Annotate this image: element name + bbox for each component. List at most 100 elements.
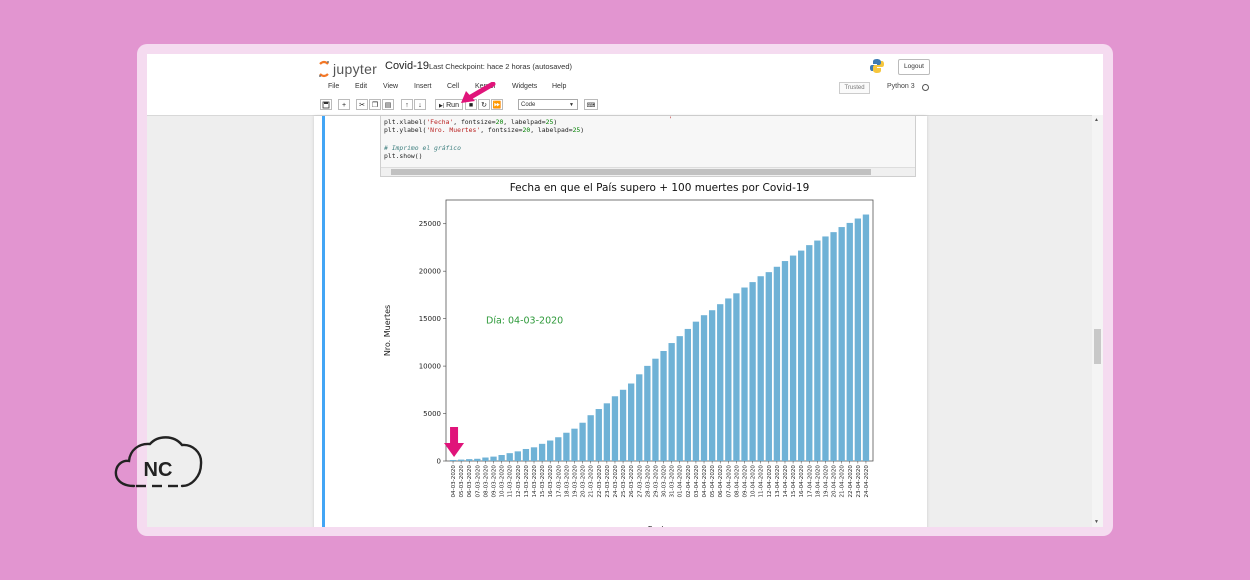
bar bbox=[700, 315, 708, 461]
bar bbox=[506, 453, 513, 461]
bar bbox=[579, 422, 586, 461]
bar bbox=[652, 358, 659, 461]
bar bbox=[789, 255, 797, 461]
bar bbox=[628, 383, 635, 461]
save-button[interactable] bbox=[320, 99, 332, 110]
move-up-button[interactable]: ↑ bbox=[401, 99, 413, 110]
x-tick-label: 12-03-2020 bbox=[516, 465, 522, 498]
x-tick-label: 23-04-2020 bbox=[856, 465, 862, 498]
y-tick-label: 0 bbox=[437, 458, 441, 466]
code-line-ylabel: plt.ylabel('Nro. Muertes', fontsize=20, … bbox=[384, 126, 585, 134]
x-tick-label: 24-04-2020 bbox=[864, 465, 870, 498]
save-icon bbox=[322, 101, 330, 109]
menu-file[interactable]: File bbox=[328, 83, 340, 90]
bar bbox=[781, 261, 789, 461]
bar bbox=[749, 282, 756, 461]
bar bbox=[555, 437, 562, 461]
kernel-idle-icon bbox=[922, 84, 929, 91]
bar bbox=[498, 455, 505, 461]
copy-button[interactable]: ❐ bbox=[369, 99, 381, 110]
insert-cell-button[interactable]: + bbox=[338, 99, 350, 110]
x-tick-label: 22-03-2020 bbox=[597, 465, 603, 498]
x-tick-label: 20-03-2020 bbox=[581, 465, 587, 498]
x-tick-label: 30-03-2020 bbox=[662, 465, 668, 498]
step-forward-icon: ▶| bbox=[439, 103, 445, 109]
menu-edit[interactable]: Edit bbox=[355, 83, 368, 90]
bar bbox=[854, 218, 862, 461]
move-down-button[interactable]: ↓ bbox=[414, 99, 426, 110]
paste-icon: ▤ bbox=[384, 102, 392, 109]
bar bbox=[595, 409, 602, 461]
code-line-partial: ' bbox=[384, 115, 673, 123]
nc-brand-text: NC bbox=[144, 459, 173, 481]
code-cell-input[interactable]: ' plt.xlabel('Fecha', fontsize=20, label… bbox=[380, 115, 916, 177]
menu-widgets[interactable]: Widgets bbox=[512, 83, 538, 90]
bar bbox=[571, 428, 578, 461]
bar bbox=[547, 440, 554, 461]
cut-button[interactable]: ✂ bbox=[356, 99, 368, 110]
x-axis-label: Fecha bbox=[648, 525, 672, 527]
cell-type-select[interactable]: Code ▼ bbox=[518, 99, 578, 110]
scroll-up-icon[interactable]: ▲ bbox=[1094, 117, 1099, 123]
run-pointer-arrow-icon bbox=[461, 82, 496, 103]
menu-insert[interactable]: Insert bbox=[414, 83, 432, 90]
bar bbox=[692, 321, 700, 461]
x-tick-label: 07-04-2020 bbox=[726, 465, 732, 498]
x-tick-label: 04-03-2020 bbox=[451, 465, 457, 498]
menu-help[interactable]: Help bbox=[552, 83, 567, 90]
x-tick-label: 12-04-2020 bbox=[767, 465, 773, 498]
x-tick-label: 24-03-2020 bbox=[613, 465, 619, 498]
bar bbox=[466, 459, 473, 461]
x-tick-label: 11-03-2020 bbox=[508, 465, 514, 498]
restart-button[interactable]: ↻ bbox=[478, 99, 490, 110]
bar bbox=[611, 396, 619, 461]
cell-selection-indicator bbox=[322, 116, 325, 527]
logo-text: jupyter bbox=[333, 61, 378, 77]
jupyter-logo[interactable]: jupyter bbox=[318, 58, 377, 80]
bar bbox=[530, 447, 538, 461]
bar bbox=[830, 232, 837, 461]
logout-button[interactable]: Logout bbox=[898, 59, 930, 75]
cloud-icon: NC bbox=[114, 436, 203, 488]
run-button[interactable]: ▶| Run bbox=[435, 99, 463, 110]
code-scrollbar-thumb[interactable] bbox=[391, 169, 871, 175]
x-tick-label: 01-04-2020 bbox=[678, 465, 684, 498]
x-tick-label: 06-03-2020 bbox=[467, 465, 473, 498]
plus-icon: + bbox=[341, 102, 347, 109]
menu-cell[interactable]: Cell bbox=[447, 83, 460, 90]
x-tick-label: 09-03-2020 bbox=[492, 465, 498, 498]
restart-run-all-button[interactable]: ⏩ bbox=[491, 99, 503, 110]
python-logo-icon bbox=[869, 58, 885, 79]
x-tick-label: 11-04-2020 bbox=[759, 465, 765, 498]
bar-chart: Fecha en que el País supero + 100 muerte… bbox=[383, 182, 874, 527]
x-tick-label: 21-04-2020 bbox=[840, 465, 846, 498]
fast-forward-icon: ⏩ bbox=[492, 102, 502, 109]
y-tick-label: 15000 bbox=[419, 315, 441, 323]
x-tick-label: 31-03-2020 bbox=[670, 465, 676, 498]
y-axis-label: Nro. Muertes bbox=[383, 305, 392, 356]
x-tick-label: 03-04-2020 bbox=[694, 465, 700, 498]
menu-view[interactable]: View bbox=[383, 83, 399, 90]
code-line-comment: # Imprimo el gráfico bbox=[384, 144, 461, 152]
page-scrollbar-thumb[interactable] bbox=[1094, 329, 1101, 364]
x-tick-label: 13-04-2020 bbox=[775, 465, 781, 498]
bar bbox=[773, 266, 781, 461]
y-tick-label: 20000 bbox=[419, 268, 441, 276]
y-tick-label: 5000 bbox=[423, 410, 441, 418]
x-tick-label: 17-03-2020 bbox=[556, 465, 562, 498]
x-tick-label: 17-04-2020 bbox=[807, 465, 813, 498]
notebook-title[interactable]: Covid-19 bbox=[385, 60, 430, 72]
x-tick-label: 14-03-2020 bbox=[532, 465, 538, 498]
arrow-down-icon: ↓ bbox=[418, 102, 422, 109]
bar bbox=[717, 304, 724, 461]
bar bbox=[619, 389, 627, 461]
bar bbox=[514, 451, 521, 461]
scroll-down-icon[interactable]: ▼ bbox=[1094, 519, 1099, 525]
x-tick-label: 16-03-2020 bbox=[548, 465, 554, 498]
x-tick-label: 14-04-2020 bbox=[783, 465, 789, 498]
command-palette-button[interactable]: ⌨ bbox=[584, 99, 598, 110]
code-horizontal-scrollbar[interactable] bbox=[381, 167, 915, 176]
page-vertical-scrollbar[interactable]: ▲ ▼ bbox=[1092, 115, 1103, 527]
trusted-indicator[interactable]: Trusted bbox=[839, 82, 870, 94]
paste-button[interactable]: ▤ bbox=[382, 99, 394, 110]
